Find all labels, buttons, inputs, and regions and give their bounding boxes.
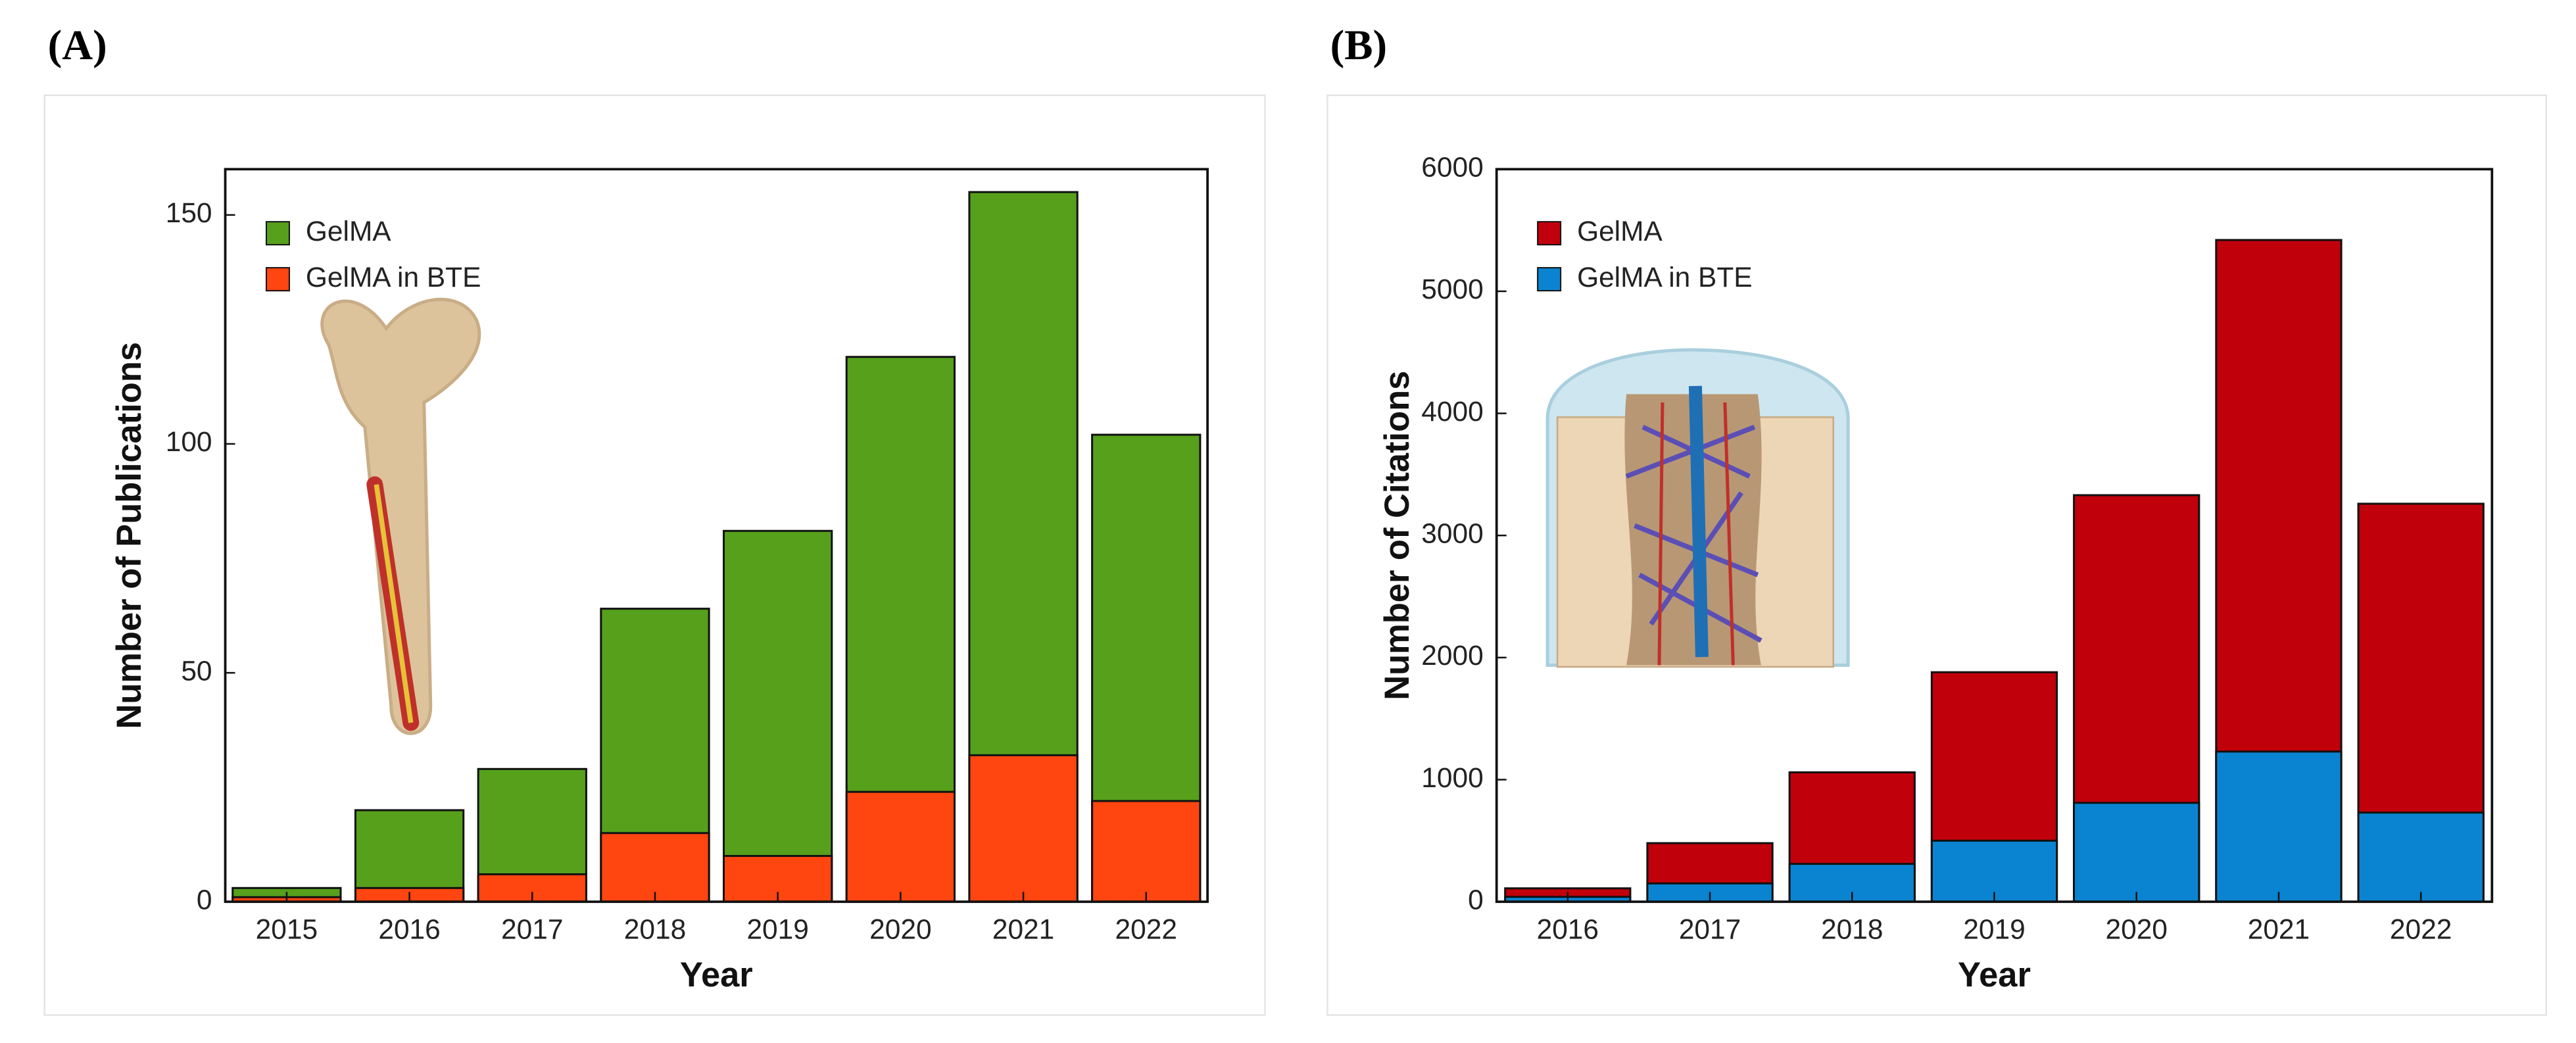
x-tick-label: 2019 <box>746 913 808 944</box>
bar <box>2215 750 2343 903</box>
y-tick-label: 0 <box>197 884 212 915</box>
x-tick-label: 2018 <box>624 913 686 944</box>
panel-label: (B) <box>1330 22 1388 69</box>
y-tick-label: 50 <box>181 655 212 686</box>
bar <box>2357 812 2485 903</box>
legend-swatch <box>1537 221 1562 246</box>
x-tick-label: 2018 <box>1821 913 1883 944</box>
y-tick-label: 4000 <box>1421 396 1483 427</box>
x-tick-label: 2019 <box>1963 913 2025 944</box>
legend-label: GelMA <box>306 216 391 247</box>
y-tick-label: 1000 <box>1421 762 1483 793</box>
x-axis-label: Year <box>1958 956 2031 994</box>
bar <box>968 754 1079 903</box>
x-tick-label: 2021 <box>992 913 1054 944</box>
bar <box>1091 800 1202 903</box>
bar <box>845 790 956 903</box>
x-axis-label: Year <box>680 956 753 994</box>
y-tick-label: 2000 <box>1421 640 1483 671</box>
legend-swatch <box>265 267 290 292</box>
panel-label: (A) <box>48 22 107 69</box>
x-tick-label: 2020 <box>2105 913 2167 944</box>
y-tick-label: 3000 <box>1421 518 1483 548</box>
x-tick-label: 2022 <box>1115 913 1177 944</box>
x-tick-label: 2015 <box>256 913 318 944</box>
legend-label: GelMA <box>1577 216 1663 247</box>
bar <box>1930 839 2058 903</box>
y-tick-label: 0 <box>1468 884 1484 915</box>
legend-swatch <box>1537 267 1562 292</box>
y-tick-label: 100 <box>166 426 212 457</box>
arteries <box>1657 402 1735 666</box>
bone <box>320 297 481 735</box>
x-tick-label: 2020 <box>869 913 931 944</box>
bar <box>354 809 465 903</box>
y-tick-label: 5000 <box>1421 274 1483 304</box>
x-tick-label: 2016 <box>1537 913 1599 944</box>
y-tick-label: 150 <box>166 197 212 228</box>
y-axis-label: Number of Publications <box>110 342 149 729</box>
x-tick-label: 2021 <box>2248 913 2310 944</box>
y-tick-label: 6000 <box>1421 151 1483 182</box>
bar <box>2073 802 2200 903</box>
plot-frame <box>1495 168 2494 904</box>
implant <box>374 484 414 723</box>
y-axis-label: Number of Citations <box>1378 371 1417 700</box>
vessel-illustration <box>1545 348 1850 668</box>
plot-frame <box>224 168 1209 904</box>
x-tick-label: 2017 <box>501 913 563 944</box>
x-tick-label: 2017 <box>1679 913 1741 944</box>
bar <box>600 832 710 903</box>
bar <box>723 529 833 903</box>
x-tick-label: 2022 <box>2390 913 2452 944</box>
legend-swatch <box>265 221 290 246</box>
central-vessel <box>1688 385 1709 658</box>
legend-label: GelMA in BTE <box>1577 262 1753 293</box>
x-tick-label: 2016 <box>378 913 440 944</box>
legend-label: GelMA in BTE <box>306 262 481 293</box>
bone-illustration <box>320 297 481 735</box>
